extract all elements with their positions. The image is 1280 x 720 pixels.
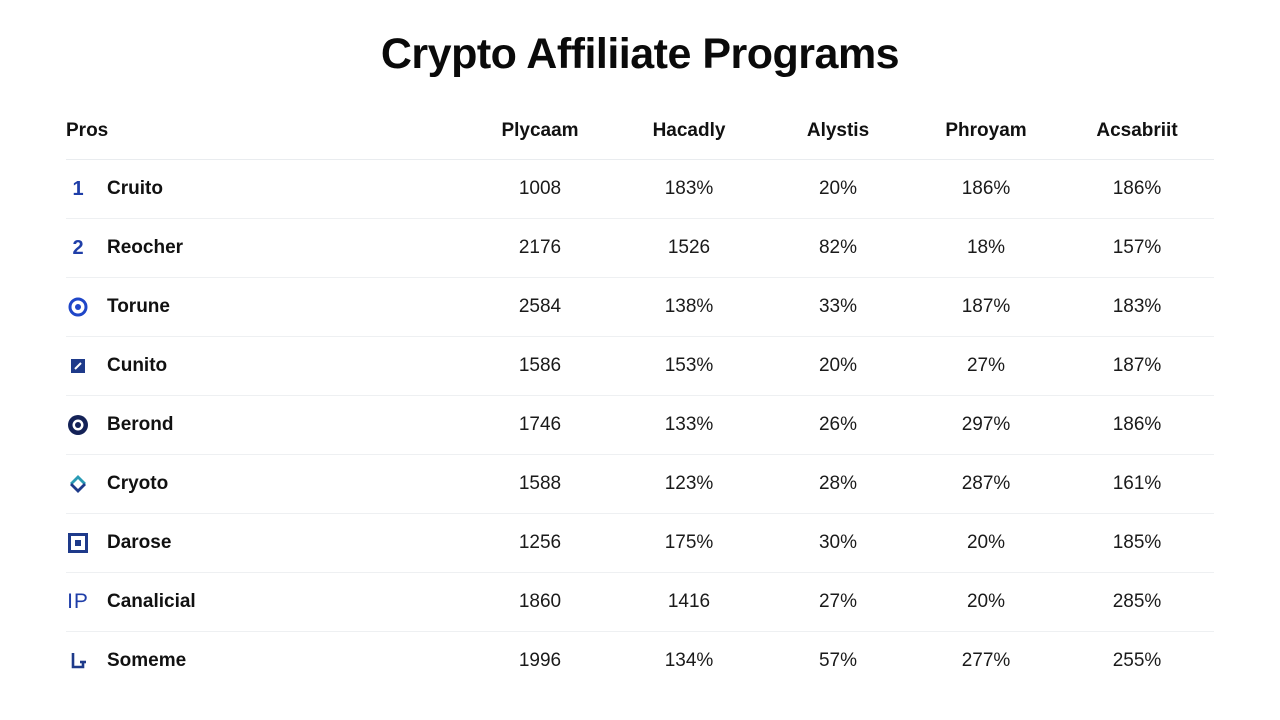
cell-value: 157% <box>1060 218 1214 278</box>
table-row: Cryoto 1588 123% 28% 287% 161% <box>66 454 1214 514</box>
cell-value: 187% <box>1060 336 1214 396</box>
table-row: 1 Cruito 1008 183% 20% 186% 186% <box>66 159 1214 219</box>
program-name: Cruito <box>107 178 163 199</box>
ip-letters-icon: IP <box>67 590 89 613</box>
cell-value: 1860 <box>466 572 614 632</box>
cell-value: 186% <box>1060 159 1214 219</box>
table-header-row: Pros Plycaam Hacadly Alystis Phroyam Acs… <box>66 102 1214 160</box>
cell-value: 1008 <box>466 159 614 219</box>
number-2-icon: 2 <box>72 236 84 259</box>
cell-value: 255% <box>1112 650 1162 671</box>
cell-value: 186% <box>912 159 1060 219</box>
cell-value: 1996 <box>518 650 562 671</box>
program-name: Darose <box>107 532 172 553</box>
cell-value: 185% <box>1060 513 1214 573</box>
cell-value: 1256 <box>466 513 614 573</box>
cell-value: 161% <box>1060 454 1214 514</box>
program-name: Berond <box>107 414 174 435</box>
cell-value: 1588 <box>466 454 614 514</box>
table-row: Berond 1746 133% 26% 297% 186% <box>66 395 1214 455</box>
cell-value: 20% <box>764 159 912 219</box>
cell-value: 277% <box>961 650 1011 671</box>
diamond-icon <box>66 472 90 496</box>
cell-value: 133% <box>614 395 764 455</box>
column-header-plycaam: Plycaam <box>466 102 614 160</box>
hook-icon <box>66 649 90 673</box>
table-row: Someme 1996 134% 57% 277% 255% <box>66 632 1214 691</box>
column-header-phroyam: Phroyam <box>912 102 1060 160</box>
ring-dot-icon <box>66 295 90 319</box>
cell-value: 1586 <box>466 336 614 396</box>
cell-value: 153% <box>614 336 764 396</box>
cell-value: 186% <box>1060 395 1214 455</box>
cell-value: 57% <box>818 650 858 671</box>
cell-value: 1416 <box>614 572 764 632</box>
cell-value: 20% <box>912 513 1060 573</box>
square-frame-icon <box>66 531 90 555</box>
page-title: Crypto Affiliiate Programs <box>380 30 900 78</box>
cell-value: 183% <box>1060 277 1214 337</box>
cell-value: 1746 <box>466 395 614 455</box>
cell-value: 27% <box>764 572 912 632</box>
cell-value: 1526 <box>614 218 764 278</box>
program-name: Reocher <box>107 237 184 258</box>
target-icon <box>66 413 90 437</box>
cell-value: 18% <box>912 218 1060 278</box>
table-row: Torune 2584 138% 33% 187% 183% <box>66 277 1214 337</box>
square-slash-icon <box>66 354 90 378</box>
table-row: Cunito 1586 153% 20% 27% 187% <box>66 336 1214 396</box>
table-row: 2 Reocher 2176 1526 82% 18% 157% <box>66 218 1214 278</box>
cell-value: 33% <box>764 277 912 337</box>
cell-value: 183% <box>614 159 764 219</box>
cell-value: 30% <box>764 513 912 573</box>
column-header-pros: Pros <box>66 102 466 160</box>
program-name: Torune <box>107 296 170 317</box>
program-name: Someme <box>107 650 187 671</box>
affiliate-programs-table: Pros Plycaam Hacadly Alystis Phroyam Acs… <box>66 102 1214 690</box>
program-name: Cryoto <box>107 473 169 494</box>
column-header-acsabriit: Acsabriit <box>1060 102 1214 160</box>
cell-value: 82% <box>764 218 912 278</box>
column-header-hacadly: Hacadly <box>614 102 764 160</box>
cell-value: 138% <box>614 277 764 337</box>
cell-value: 187% <box>912 277 1060 337</box>
cell-value: 134% <box>664 650 714 671</box>
cell-value: 20% <box>764 336 912 396</box>
table-row: IP Canalicial 1860 1416 27% 20% 285% <box>66 572 1214 632</box>
cell-value: 285% <box>1060 572 1214 632</box>
program-name: Canalicial <box>107 591 196 612</box>
cell-value: 297% <box>912 395 1060 455</box>
program-name: Cunito <box>107 355 168 376</box>
cell-value: 20% <box>912 572 1060 632</box>
cell-value: 2584 <box>466 277 614 337</box>
cell-value: 123% <box>614 454 764 514</box>
cell-value: 26% <box>764 395 912 455</box>
cell-value: 27% <box>912 336 1060 396</box>
cell-value: 28% <box>764 454 912 514</box>
cell-value: 2176 <box>466 218 614 278</box>
cell-value: 175% <box>614 513 764 573</box>
number-1-icon: 1 <box>72 177 84 200</box>
cell-value: 287% <box>912 454 1060 514</box>
table-row: Darose 1256 175% 30% 20% 185% <box>66 513 1214 573</box>
column-header-alystis: Alystis <box>764 102 912 160</box>
